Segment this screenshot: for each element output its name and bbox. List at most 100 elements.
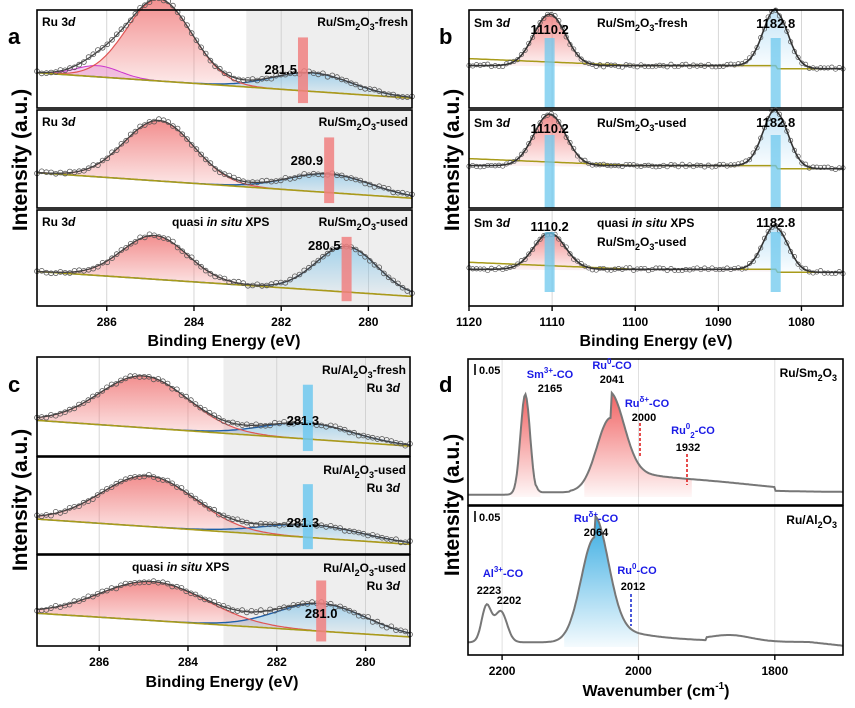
envelope-line [469, 107, 843, 170]
data-point [818, 164, 824, 171]
data-point [649, 64, 655, 70]
data-point [174, 244, 181, 251]
data-point [664, 64, 670, 70]
envelope-line [469, 223, 843, 274]
data-point [537, 236, 543, 242]
data-point [556, 236, 562, 242]
data-point [179, 248, 186, 255]
data-point [672, 64, 678, 70]
data-point [38, 267, 45, 274]
data-point [574, 52, 581, 58]
data-point [616, 64, 622, 70]
data-point [254, 281, 261, 288]
band-wavenumber: 2165 [538, 383, 562, 395]
data-point [184, 252, 190, 259]
sample-label: Ru/Sm2O3-fresh [597, 16, 688, 33]
data-point [530, 247, 536, 253]
data-point [608, 267, 614, 273]
tick-label: 2200 [489, 664, 516, 678]
baseline [36, 171, 413, 199]
data-point [758, 245, 764, 251]
data-point [207, 160, 214, 166]
data-point [601, 161, 607, 167]
subplot-b-0: Sm 3d Ru/Sm2O3-fresh 1110.2 1182.8 [466, 7, 846, 109]
envelope-line [469, 7, 843, 70]
data-point [104, 155, 111, 162]
data-point [679, 267, 685, 273]
data-point [94, 492, 101, 498]
data-point [179, 15, 186, 22]
data-point [746, 157, 753, 163]
data-point [522, 148, 528, 154]
data-point [268, 75, 275, 82]
peak-value: 1110.2 [530, 219, 568, 234]
band-label: Ruδ+-CO [574, 510, 619, 525]
band-wavenumber: 2000 [632, 412, 656, 424]
subplot-name: Ru 3d [367, 381, 401, 395]
x-axis-title: Binding Energy (eV) [148, 333, 301, 350]
data-point [99, 157, 106, 164]
subplot-frame [468, 109, 844, 209]
data-point [197, 499, 204, 506]
subplot-prefix: quasi in situ XPS [132, 560, 229, 574]
peak-marker [544, 135, 555, 208]
data-point [202, 501, 208, 508]
sample-label: Ru/Al2O3-used [323, 463, 406, 480]
data-point [123, 22, 129, 29]
subplot-name: Sm 3d [474, 216, 511, 230]
band-label: Ru0-CO [617, 562, 657, 577]
data-point [188, 492, 194, 499]
subplot-name: Ru 3d [42, 115, 76, 129]
subplot-frame [468, 209, 844, 307]
data-point [239, 607, 246, 613]
data-point [113, 147, 120, 153]
data-point [217, 65, 223, 72]
envelope-line [36, 475, 411, 544]
subplot-b-1: Sm 3d Ru/Sm2O3-used 1110.2 1182.8 [466, 107, 846, 209]
data-point [48, 512, 54, 519]
x-axis-title: Binding Energy (eV) [580, 333, 733, 350]
data-point [623, 161, 629, 168]
spectrum-line [468, 390, 843, 496]
data-point [104, 486, 110, 492]
envelope-line [36, 119, 413, 197]
subplot-d-0: 0.05 Ru/Sm2O3 Sm3+-CO 2165 Ru0-CO 2041Ruδ+-CO… [467, 357, 844, 506]
data-point [541, 15, 547, 22]
y-axis-title: Intensity (a.u.) [441, 434, 464, 576]
data-point [113, 251, 120, 257]
subplot-name: Ru 3d [42, 215, 76, 229]
data-point [795, 261, 801, 267]
envelope-line [36, 580, 411, 634]
data-point [178, 392, 185, 398]
data-point [518, 151, 524, 157]
data-point [104, 587, 110, 594]
data-point [179, 131, 186, 138]
data-point [683, 61, 689, 67]
data-point [109, 255, 115, 262]
data-point [198, 44, 204, 51]
data-point [320, 253, 326, 260]
data-point [193, 37, 200, 44]
data-point [352, 246, 359, 253]
data-point [170, 123, 176, 129]
data-point [324, 250, 331, 257]
data-point [184, 136, 190, 142]
subplot-frame [467, 505, 844, 656]
baseline [36, 518, 411, 546]
peak-value: 1110.2 [530, 121, 568, 136]
band-label: Ru0-CO [592, 357, 632, 372]
scale-label: 0.05 [479, 512, 500, 524]
marker-bar [297, 37, 308, 104]
data-point [567, 251, 573, 257]
main-peak-fill [37, 475, 410, 545]
data-point [113, 31, 120, 38]
data-point [341, 605, 348, 612]
data-point [675, 267, 681, 274]
tick-label: 282 [271, 315, 291, 329]
data-point [385, 274, 392, 281]
data-point [515, 156, 521, 162]
subplot-name: Ru 3d [42, 15, 76, 29]
data-point [668, 162, 674, 168]
data-point [197, 404, 204, 411]
data-point [481, 62, 487, 68]
